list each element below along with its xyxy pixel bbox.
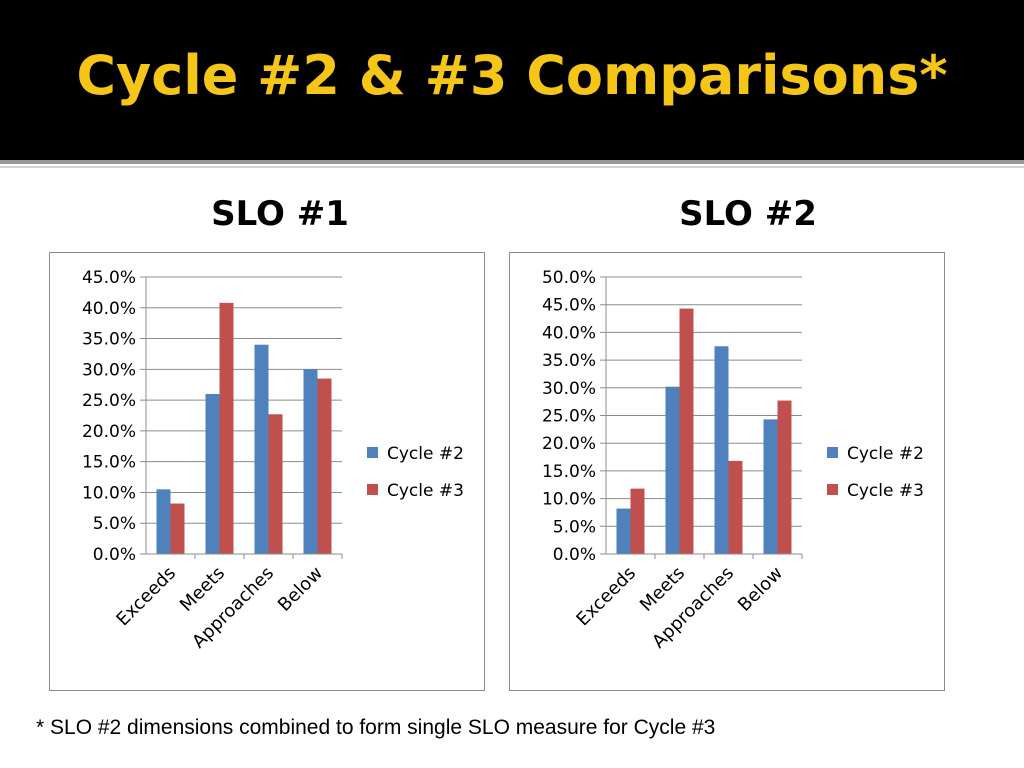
title-banner: Cycle #2 & #3 Comparisons* bbox=[0, 0, 1024, 160]
x-tick-label: Below bbox=[734, 563, 787, 616]
bar-cycle-2-meets bbox=[205, 393, 220, 554]
chart-2-plot: 0.0% 5.0% 10.0% 15.0% 20.0% 25.0% 30.0% 35.0% 40… bbox=[542, 268, 924, 652]
y-tick-label: 30.0% bbox=[82, 360, 136, 380]
footnote: * SLO #2 dimensions combined to form sin… bbox=[36, 716, 716, 739]
y-tick-label: 40.0% bbox=[82, 299, 136, 319]
legend-swatch bbox=[367, 484, 378, 495]
bar-cycle-2-approaches bbox=[714, 346, 729, 554]
legend-label: Cycle #3 bbox=[387, 481, 464, 501]
bar-cycle-2-approaches bbox=[254, 344, 269, 554]
chart-slo-1: 0.0% 5.0% 10.0% 15.0% 20.0% 25.0% 30.0% 35.0% 40… bbox=[49, 252, 485, 691]
y-tick-label: 15.0% bbox=[542, 462, 596, 482]
slide-title: Cycle #2 & #3 Comparisons* bbox=[76, 44, 948, 107]
x-tick-label: Exceeds bbox=[112, 563, 180, 631]
bar-cycle-3-below bbox=[777, 400, 792, 554]
y-tick-label: 0.0% bbox=[93, 545, 136, 565]
chart-1-title: SLO #1 bbox=[211, 194, 349, 234]
y-tick-label: 40.0% bbox=[542, 323, 596, 343]
legend-label: Cycle #2 bbox=[847, 444, 924, 464]
divider-line bbox=[0, 160, 1024, 164]
bar-cycle-2-below bbox=[303, 369, 318, 554]
bar-cycle-3-meets bbox=[219, 302, 234, 554]
y-tick-label: 10.0% bbox=[82, 483, 136, 503]
bar-cycle-3-approaches bbox=[728, 460, 743, 554]
legend-swatch bbox=[827, 447, 838, 458]
y-tick-label: 5.0% bbox=[553, 517, 596, 537]
bar-cycle-3-approaches bbox=[268, 414, 283, 554]
bar-cycle-3-below bbox=[317, 378, 332, 554]
x-tick-label: Below bbox=[274, 563, 327, 616]
legend-swatch bbox=[367, 447, 378, 458]
y-tick-label: 35.0% bbox=[82, 330, 136, 350]
chart-2-title: SLO #2 bbox=[679, 194, 817, 234]
y-tick-label: 25.0% bbox=[82, 391, 136, 411]
y-tick-label: 30.0% bbox=[542, 379, 596, 399]
y-tick-label: 25.0% bbox=[542, 407, 596, 427]
bar-cycle-2-below bbox=[763, 419, 778, 554]
y-tick-label: 0.0% bbox=[553, 545, 596, 565]
y-tick-label: 50.0% bbox=[542, 268, 596, 288]
bar-cycle-2-meets bbox=[665, 386, 680, 554]
bar-cycle-2-exceeds bbox=[156, 489, 171, 554]
chart-1-plot: 0.0% 5.0% 10.0% 15.0% 20.0% 25.0% 30.0% 35.0% 40… bbox=[82, 268, 464, 652]
y-tick-label: 35.0% bbox=[542, 351, 596, 371]
legend-label: Cycle #2 bbox=[387, 444, 464, 464]
x-tick-label: Exceeds bbox=[572, 563, 640, 631]
bar-cycle-3-exceeds bbox=[170, 503, 185, 554]
y-tick-label: 15.0% bbox=[82, 453, 136, 473]
y-tick-label: 45.0% bbox=[82, 268, 136, 288]
bar-cycle-3-exceeds bbox=[630, 488, 645, 554]
y-tick-label: 20.0% bbox=[82, 422, 136, 442]
y-tick-label: 20.0% bbox=[542, 434, 596, 454]
y-tick-label: 5.0% bbox=[93, 514, 136, 534]
legend-swatch bbox=[827, 484, 838, 495]
bar-cycle-3-meets bbox=[679, 308, 694, 554]
y-tick-label: 45.0% bbox=[542, 296, 596, 316]
bar-cycle-2-exceeds bbox=[616, 508, 631, 554]
legend-label: Cycle #3 bbox=[847, 481, 924, 501]
y-tick-label: 10.0% bbox=[542, 490, 596, 510]
divider-line-light bbox=[0, 166, 1024, 168]
chart-slo-2: 0.0% 5.0% 10.0% 15.0% 20.0% 25.0% 30.0% 35.0% 40… bbox=[509, 252, 945, 691]
